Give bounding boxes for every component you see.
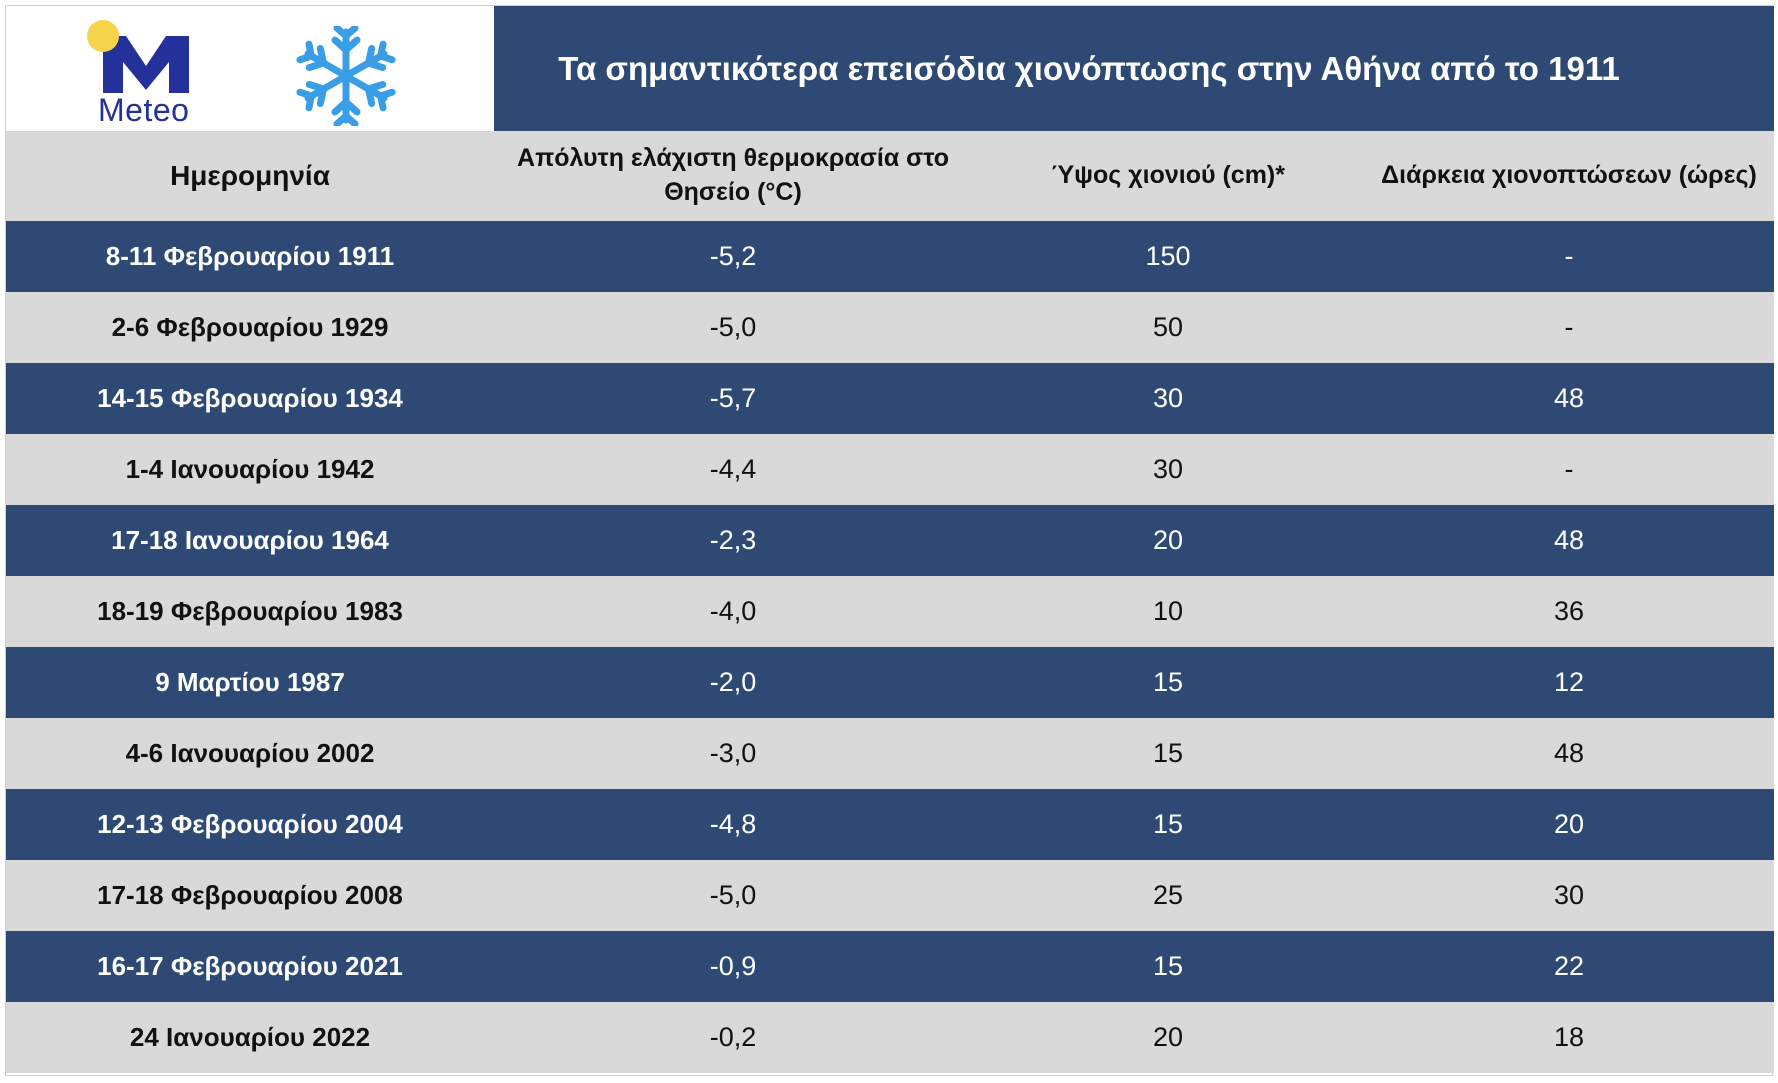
table-row: 14-15 Φεβρουαρίου 1934 -5,7 30 48 — [6, 363, 1774, 434]
cell-duration: - — [1364, 221, 1774, 292]
cell-min-temp: -0,9 — [494, 931, 972, 1002]
cell-date: 1-4 Ιανουαρίου 1942 — [6, 434, 494, 505]
cell-date: 12-13 Φεβρουαρίου 2004 — [6, 789, 494, 860]
cell-date: 9 Μαρτίου 1987 — [6, 647, 494, 718]
table-row: 8-11 Φεβρουαρίου 1911 -5,2 150- — [6, 221, 1774, 292]
cell-duration: - — [1364, 434, 1774, 505]
cell-min-temp: -2,3 — [494, 505, 972, 576]
column-header-snow-height: Ύψος χιονιού (cm)* — [972, 131, 1364, 221]
table-row: 16-17 Φεβρουαρίου 2021 -0,9 15 22 — [6, 931, 1774, 1002]
page-title: Τα σημαντικότερα επεισόδια χιονόπτωσης σ… — [558, 49, 1620, 87]
column-header-min-temp: Απόλυτη ελάχιστη θερμοκρασία στο Θησείο … — [494, 131, 972, 221]
cell-date: 2-6 Φεβρουαρίου 1929 — [6, 292, 494, 363]
cell-min-temp: -0,2 — [494, 1002, 972, 1073]
cell-snow-height: 30 — [972, 363, 1364, 434]
cell-duration: 12 — [1364, 647, 1774, 718]
cell-date: 8-11 Φεβρουαρίου 1911 — [6, 221, 494, 292]
cell-min-temp: -5,7 — [494, 363, 972, 434]
cell-snow-height: 30 — [972, 434, 1364, 505]
cell-duration: 30 — [1364, 860, 1774, 931]
cell-duration: 48 — [1364, 718, 1774, 789]
cell-duration: 22 — [1364, 931, 1774, 1002]
table-header-row: Ημερομηνία Απόλυτη ελάχιστη θερμοκρασία … — [6, 131, 1774, 221]
cell-duration: 36 — [1364, 576, 1774, 647]
table-row: 24 Ιανουαρίου 2022 -0,2 20 18 — [6, 1002, 1774, 1073]
cell-min-temp: -5,2 — [494, 221, 972, 292]
cell-date: 18-19 Φεβρουαρίου 1983 — [6, 576, 494, 647]
logo-area: Meteo — [6, 6, 494, 131]
cell-date: 4-6 Ιανουαρίου 2002 — [6, 718, 494, 789]
cell-duration: 48 — [1364, 363, 1774, 434]
table-row: 18-19 Φεβρουαρίου 1983 -4,0 10 36 — [6, 576, 1774, 647]
table-row: 17-18 Ιανουαρίου 1964 -2,3 20 48 — [6, 505, 1774, 576]
cell-duration: 18 — [1364, 1002, 1774, 1073]
logo-text: Meteo — [98, 92, 190, 128]
table-row: 9 Μαρτίου 1987 -2,0 15 12 — [6, 647, 1774, 718]
cell-snow-height: 50 — [972, 292, 1364, 363]
cell-min-temp: -4,4 — [494, 434, 972, 505]
column-header-date: Ημερομηνία — [6, 131, 494, 221]
infographic: Meteo Τα σημαντικότερα επεισόδια χιο — [5, 5, 1774, 1076]
cell-date: 17-18 Φεβρουαρίου 2008 — [6, 860, 494, 931]
cell-snow-height: 25 — [972, 860, 1364, 931]
cell-snow-height: 10 — [972, 576, 1364, 647]
table-row: 17-18 Φεβρουαρίου 2008 -5,0 25 30 — [6, 860, 1774, 931]
table-row: 1-4 Ιανουαρίου 1942 -4,4 30- — [6, 434, 1774, 505]
cell-snow-height: 150 — [972, 221, 1364, 292]
cell-snow-height: 20 — [972, 505, 1364, 576]
table-row: 2-6 Φεβρουαρίου 1929 -5,0 50- — [6, 292, 1774, 363]
table-row: 12-13 Φεβρουαρίου 2004 -4,8 15 20 — [6, 789, 1774, 860]
cell-snow-height: 15 — [972, 647, 1364, 718]
title-bar: Τα σημαντικότερα επεισόδια χιονόπτωσης σ… — [494, 6, 1774, 131]
cell-min-temp: -3,0 — [494, 718, 972, 789]
cell-min-temp: -4,0 — [494, 576, 972, 647]
cell-min-temp: -5,0 — [494, 292, 972, 363]
cell-snow-height: 15 — [972, 718, 1364, 789]
cell-date: 16-17 Φεβρουαρίου 2021 — [6, 931, 494, 1002]
cell-duration: - — [1364, 292, 1774, 363]
header: Meteo Τα σημαντικότερα επεισόδια χιο — [6, 6, 1774, 131]
cell-min-temp: -2,0 — [494, 647, 972, 718]
cell-duration: 48 — [1364, 505, 1774, 576]
cell-duration: 20 — [1364, 789, 1774, 860]
table-row: 4-6 Ιανουαρίου 2002 -3,0 15 48 — [6, 718, 1774, 789]
snowflake-icon — [296, 26, 396, 126]
cell-date: 24 Ιανουαρίου 2022 — [6, 1002, 494, 1073]
cell-date: 14-15 Φεβρουαρίου 1934 — [6, 363, 494, 434]
snowfall-table: Ημερομηνία Απόλυτη ελάχιστη θερμοκρασία … — [6, 131, 1774, 1073]
cell-snow-height: 15 — [972, 789, 1364, 860]
cell-min-temp: -4,8 — [494, 789, 972, 860]
meteo-logo-icon — [87, 20, 189, 93]
cell-date: 17-18 Ιανουαρίου 1964 — [6, 505, 494, 576]
cell-snow-height: 20 — [972, 1002, 1364, 1073]
column-header-duration: Διάρκεια χιονοπτώσεων (ώρες) — [1364, 131, 1774, 221]
cell-snow-height: 15 — [972, 931, 1364, 1002]
cell-min-temp: -5,0 — [494, 860, 972, 931]
